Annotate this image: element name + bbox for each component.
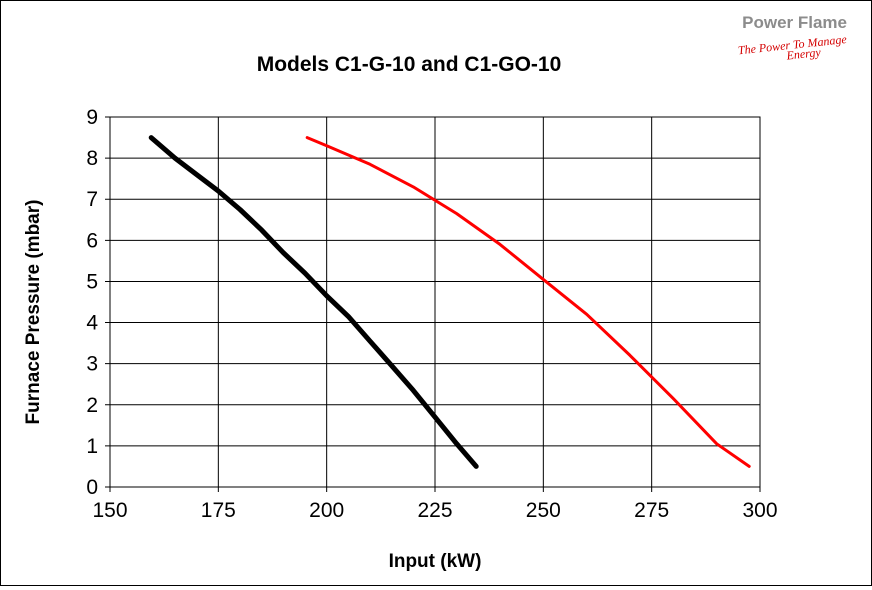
chart-title: Models C1-G-10 and C1-GO-10 xyxy=(257,53,562,76)
series-line-2 xyxy=(305,136,751,468)
logo-tagline-2: Energy xyxy=(785,45,822,63)
y-tick-label: 9 xyxy=(86,106,98,129)
logo: Power Flame The Power To Manage Energy xyxy=(737,13,848,63)
y-tick-label: 8 xyxy=(86,147,98,170)
x-tick-label: 200 xyxy=(309,499,344,522)
y-tick-labels: 0 1 2 3 4 5 6 7 8 9 xyxy=(86,106,98,499)
x-tick-label: 250 xyxy=(526,499,561,522)
y-tick-label: 4 xyxy=(86,312,98,335)
y-tick-label: 7 xyxy=(86,188,98,211)
y-tick-label: 6 xyxy=(86,229,98,252)
x-tick-label: 225 xyxy=(417,499,452,522)
x-tick-label: 150 xyxy=(92,499,127,522)
x-tick-label: 175 xyxy=(201,499,236,522)
y-tick-label: 1 xyxy=(86,435,98,458)
y-tick-label: 5 xyxy=(86,270,98,293)
logo-brand: Power Flame xyxy=(742,13,847,32)
series-group xyxy=(148,135,751,469)
y-tick-label: 3 xyxy=(86,353,98,376)
x-tick-label: 275 xyxy=(634,499,669,522)
y-tick-label: 2 xyxy=(86,394,98,417)
series-line-1 xyxy=(148,135,479,469)
x-tick-labels: 150 175 200 225 250 275 300 xyxy=(92,499,777,522)
x-axis-label: Input (kW) xyxy=(389,551,482,572)
x-tick-label: 300 xyxy=(742,499,777,522)
y-axis-label: Furnace Pressure (mbar) xyxy=(23,200,44,425)
y-tick-label: 0 xyxy=(86,476,98,499)
